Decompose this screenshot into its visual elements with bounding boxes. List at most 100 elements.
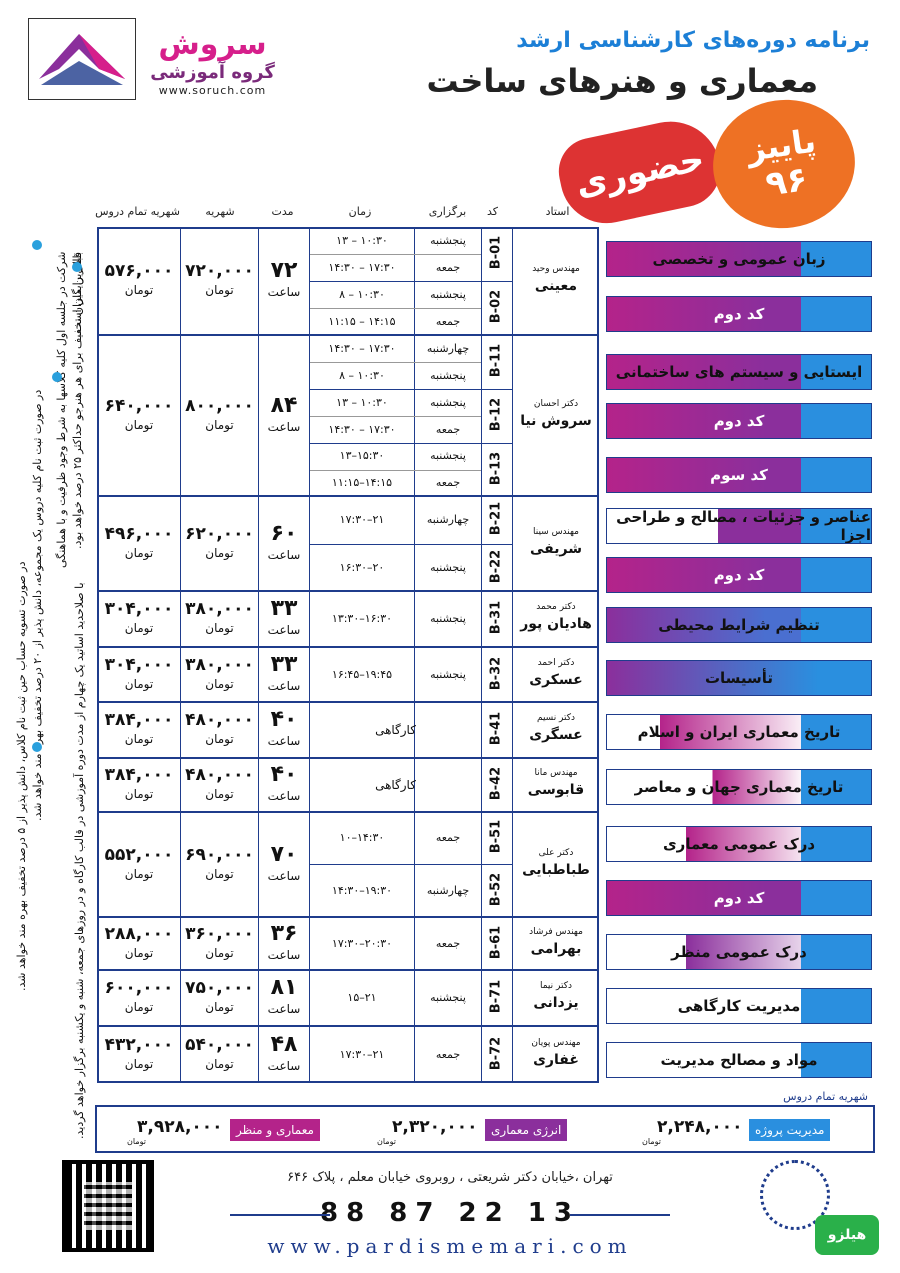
session-day: پنجشنبه (430, 233, 466, 247)
course-fee: ۷۵۰,۰۰۰ (185, 978, 254, 998)
course-name: کد دوم (713, 305, 765, 323)
session-time: ۸ – ۱۰:۳۰ (339, 368, 385, 382)
phone-number[interactable]: 88 87 22 13 (230, 1198, 670, 1228)
notes-panel: شرکت در جلسه اول کلیه کلاسها به شرط وجود… (10, 232, 92, 1152)
code-divider (310, 389, 512, 390)
divider (481, 227, 482, 1083)
course-bar[interactable]: تاریخ معماری جهان و معاصر (606, 769, 872, 805)
course-name: تنظیم شرایط محیطی (658, 616, 820, 634)
col-held: برگزاری (428, 205, 467, 218)
mountain-logo-icon (39, 34, 125, 85)
course-code: B-12 (488, 397, 504, 432)
course-bar[interactable]: زبان عمومی و تخصصی (606, 241, 872, 277)
course-bar[interactable]: مواد و مصالح مدیریت (606, 1042, 872, 1078)
brand: سروش گروه آموزشی www.soruch.com (140, 28, 285, 98)
course-bar[interactable]: تاریخ معماری ایران و اسلام (606, 714, 872, 750)
watermark: هیلزو (815, 1215, 879, 1255)
divider (414, 227, 415, 1083)
course-bar[interactable]: مدیریت کارگاهی (606, 988, 872, 1024)
course-bar[interactable]: عناصر و جزئیات ، مصالح و طراحی اجزا (606, 508, 872, 544)
total-fee: ۵۵۲,۰۰۰ (104, 844, 174, 865)
course-bar[interactable]: درک عمومی معماری (606, 826, 872, 862)
course-bar[interactable]: کد دوم (606, 296, 872, 332)
col-duration: مدت (271, 205, 294, 218)
course-name: درک عمومی معماری (662, 835, 816, 853)
bar-accent (801, 558, 871, 592)
bar-accent (801, 989, 871, 1023)
bullet-icon (32, 240, 42, 250)
page-title: معماری و هنرهای ساخت (426, 62, 818, 100)
duration-unit: ساعت (267, 1002, 301, 1016)
duration: ۴۸ (270, 1031, 298, 1057)
session-time: ۱۴:۳۰ – ۱۷:۳۰ (328, 260, 396, 274)
row-divider (97, 334, 599, 336)
course-bar[interactable]: کد سوم (606, 457, 872, 493)
fee-unit: تومان (205, 1056, 234, 1071)
website-link[interactable]: www.pardismemari.com (267, 1234, 633, 1258)
instructor-name: سروش نیا (520, 412, 592, 429)
course-bar[interactable]: کد دوم (606, 557, 872, 593)
course-code: B-32 (488, 656, 504, 690)
fee-unit: تومان (205, 945, 234, 960)
summary-label: شهریه تمام دروس (783, 1090, 868, 1103)
bar-accent (801, 404, 871, 438)
session-day: جمعه (435, 936, 461, 950)
session-time: ۱۷:۳۰–۲۰:۳۰ (331, 936, 393, 950)
duration-unit: ساعت (267, 789, 301, 803)
session-day: جمعه (435, 422, 461, 436)
duration: ۸۱ (270, 975, 298, 1000)
session-day: کارگاهی (375, 723, 416, 737)
course-code: B-13 (488, 451, 504, 485)
instructor-title: دکتر محمد (536, 602, 576, 612)
bar-accent (801, 770, 871, 804)
course-code: B-72 (488, 1036, 504, 1070)
course-bar[interactable]: کد دوم (606, 880, 872, 916)
total-fee-unit: تومان (124, 545, 154, 560)
course-name: مدیریت کارگاهی (677, 997, 801, 1015)
course-fee: ۵۴۰,۰۰۰ (185, 1034, 254, 1055)
season-year: ۹۶ (763, 159, 810, 205)
institute-emblem-icon (760, 1160, 830, 1230)
total-fee: ۳۰۴,۰۰۰ (104, 654, 174, 675)
qr-code[interactable] (62, 1160, 154, 1252)
course-fee: ۷۲۰,۰۰۰ (185, 261, 254, 281)
total-fee: ۴۹۶,۰۰۰ (104, 523, 174, 544)
duration: ۴۰ (270, 762, 298, 787)
course-bar[interactable]: درک عمومی منظر (606, 934, 872, 970)
session-time: ۱۳–۱۵:۳۰ (339, 449, 385, 463)
summary-badge-2: انرژی معماری (485, 1119, 568, 1141)
instructor-title: دکتر علی (538, 847, 574, 858)
session-day: چهارشنبه (426, 513, 470, 526)
instructor-title: دکتر نیما (539, 981, 572, 991)
bar-accent (801, 1043, 871, 1077)
course-code: B-21 (488, 501, 504, 536)
course-bar[interactable]: ایستایی و سیستم های ساختمانی (606, 354, 872, 390)
course-bar[interactable]: تأسیسات (606, 660, 872, 696)
total-fee: ۴۳۲,۰۰۰ (104, 1034, 174, 1055)
course-code: B-42 (488, 766, 504, 801)
session-day: پنجشنبه (430, 449, 466, 463)
fee-unit: تومان (205, 283, 234, 297)
session-day: پنجشنبه (430, 991, 466, 1004)
total-fee-unit: تومان (124, 787, 154, 801)
code-divider (310, 443, 512, 444)
row-divider (97, 495, 599, 497)
session-time: ۱۴:۳۰–۱۹:۳۰ (331, 883, 393, 897)
instructor-title: مهندس مانا (534, 768, 578, 778)
course-bar[interactable]: کد دوم (606, 403, 872, 439)
bar-accent (801, 458, 871, 492)
total-fee: ۵۷۶,۰۰۰ (104, 261, 174, 281)
session-time: ۱۴:۳۰ – ۱۷:۳۰ (328, 422, 396, 436)
session-time: ۱۳ – ۱۰:۳۰ (336, 233, 388, 247)
course-name: عناصر و جزئیات ، مصالح و طراحی اجزا (616, 508, 871, 544)
course-name: کد دوم (713, 566, 765, 584)
session-day: جمعه (435, 831, 461, 844)
course-code: B-31 (488, 600, 504, 635)
instructor-title: مهندس فرشاد (529, 926, 583, 937)
course-name: تاریخ معماری ایران و اسلام (637, 723, 841, 741)
brand-url[interactable]: www.soruch.com (158, 84, 267, 97)
session-day: جمعه (435, 475, 461, 489)
course-bar[interactable]: تنظیم شرایط محیطی (606, 607, 872, 643)
row-divider (97, 969, 599, 971)
course-code: B-11 (488, 343, 504, 378)
